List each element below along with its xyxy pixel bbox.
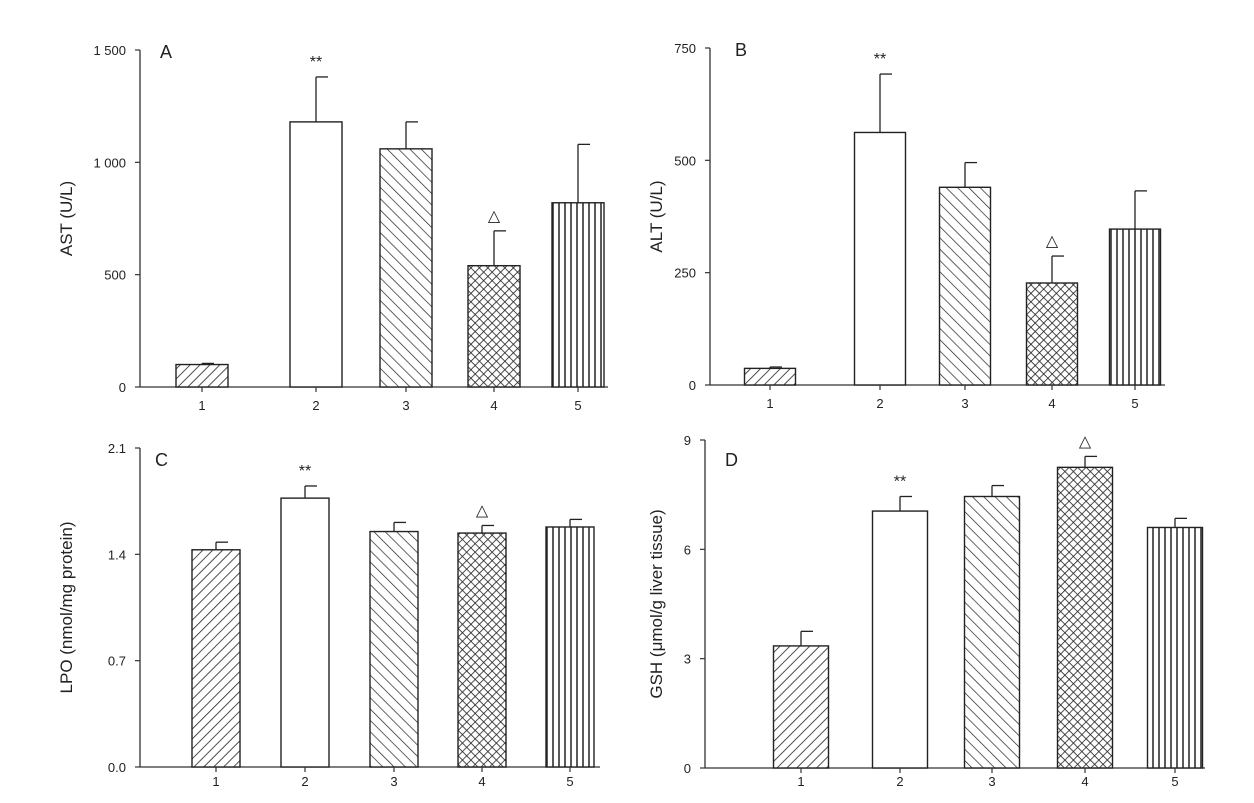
chart-panel-c: 0.0 0.7 1.4 2.1 LPO (nmol/mg protein) C 1 ** 2 3 △…	[57, 441, 600, 789]
y-tick-label: 0	[684, 761, 691, 776]
bar-group-1	[191, 549, 241, 768]
x-tick-label: 3	[988, 774, 995, 789]
y-tick-label: 0.7	[108, 654, 126, 669]
x-tick-label: 4	[1048, 396, 1055, 411]
x-tick-label: 2	[896, 774, 903, 789]
x-tick-label: 3	[402, 398, 409, 413]
x-tick-label: 5	[1171, 774, 1178, 789]
bar-group-2	[280, 497, 330, 768]
bar-group-4	[457, 532, 507, 768]
bar-group-3	[379, 148, 433, 388]
bar-group-3	[369, 530, 419, 768]
y-axis-title: GSH (μmol/g liver tissue)	[647, 509, 666, 698]
x-tick-label: 4	[478, 774, 485, 789]
y-tick-label: 500	[674, 153, 696, 168]
bar-group-2	[871, 510, 929, 769]
panel-letter: C	[155, 450, 168, 470]
y-tick-label: 0.0	[108, 760, 126, 775]
y-tick-label: 6	[684, 542, 691, 557]
x-tick-label: 5	[1131, 396, 1138, 411]
triangle-marker: △	[1046, 233, 1059, 250]
y-tick-label: 2.1	[108, 441, 126, 456]
chart-panel-d: 0 3 6 9 GSH (μmol/g liver tissue) D 1 ** 2 3 △ 4 5	[647, 433, 1205, 789]
bar-group-4	[467, 264, 521, 388]
bar-group-3	[938, 186, 992, 386]
significance-marker: **	[894, 473, 906, 490]
bar-group-5	[545, 526, 595, 768]
significance-marker: **	[874, 51, 886, 68]
y-tick-label: 9	[684, 433, 691, 448]
bar-group-5	[1146, 526, 1204, 769]
y-tick-label: 3	[684, 652, 691, 667]
y-axis-title: AST (U/L)	[57, 181, 76, 256]
chart-panel-b: 0 250 500 750 ALT (U/L) B 1 ** 2 3 △ 4 5	[647, 40, 1165, 411]
y-tick-label: 250	[674, 266, 696, 281]
x-tick-label: 3	[961, 396, 968, 411]
bar-group-1	[772, 645, 830, 769]
x-tick-label: 2	[312, 398, 319, 413]
x-tick-label: 1	[797, 774, 804, 789]
bar-group-2	[289, 121, 343, 388]
panel-letter: B	[735, 40, 747, 60]
triangle-marker: △	[1079, 433, 1092, 450]
bar-group-5	[551, 202, 605, 388]
significance-marker: **	[310, 54, 322, 71]
bar-group-2	[853, 131, 907, 386]
bar-group-4	[1056, 466, 1114, 769]
y-tick-label: 0	[689, 378, 696, 393]
triangle-marker: △	[488, 208, 501, 225]
x-tick-label: 4	[490, 398, 497, 413]
x-tick-label: 3	[390, 774, 397, 789]
chart-panel-a: 0 500 1 000 1 500 AST (U/L) A 1 ** 2 3 △ 4 5	[57, 42, 608, 413]
y-tick-label: 1 500	[93, 43, 126, 58]
significance-marker: **	[299, 463, 311, 480]
y-tick-label: 1.4	[108, 547, 126, 562]
bar-group-1	[175, 363, 229, 388]
bar-group-5	[1108, 228, 1162, 386]
x-tick-label: 4	[1081, 774, 1088, 789]
bar-group-4	[1025, 282, 1079, 386]
x-tick-label: 1	[766, 396, 773, 411]
bar-group-3	[963, 495, 1021, 769]
y-tick-label: 750	[674, 41, 696, 56]
x-tick-label: 1	[212, 774, 219, 789]
x-tick-label: 5	[566, 774, 573, 789]
x-tick-label: 5	[574, 398, 581, 413]
x-tick-label: 2	[876, 396, 883, 411]
y-tick-label: 0	[119, 380, 126, 395]
panel-letter: A	[160, 42, 172, 62]
y-tick-label: 1 000	[93, 155, 126, 170]
y-axis-title: LPO (nmol/mg protein)	[57, 522, 76, 694]
y-axis-title: ALT (U/L)	[647, 180, 666, 252]
triangle-marker: △	[476, 502, 489, 519]
bar-group-1	[743, 367, 797, 386]
panel-letter: D	[725, 450, 738, 470]
x-tick-label: 1	[198, 398, 205, 413]
x-tick-label: 2	[301, 774, 308, 789]
y-tick-label: 500	[104, 268, 126, 283]
